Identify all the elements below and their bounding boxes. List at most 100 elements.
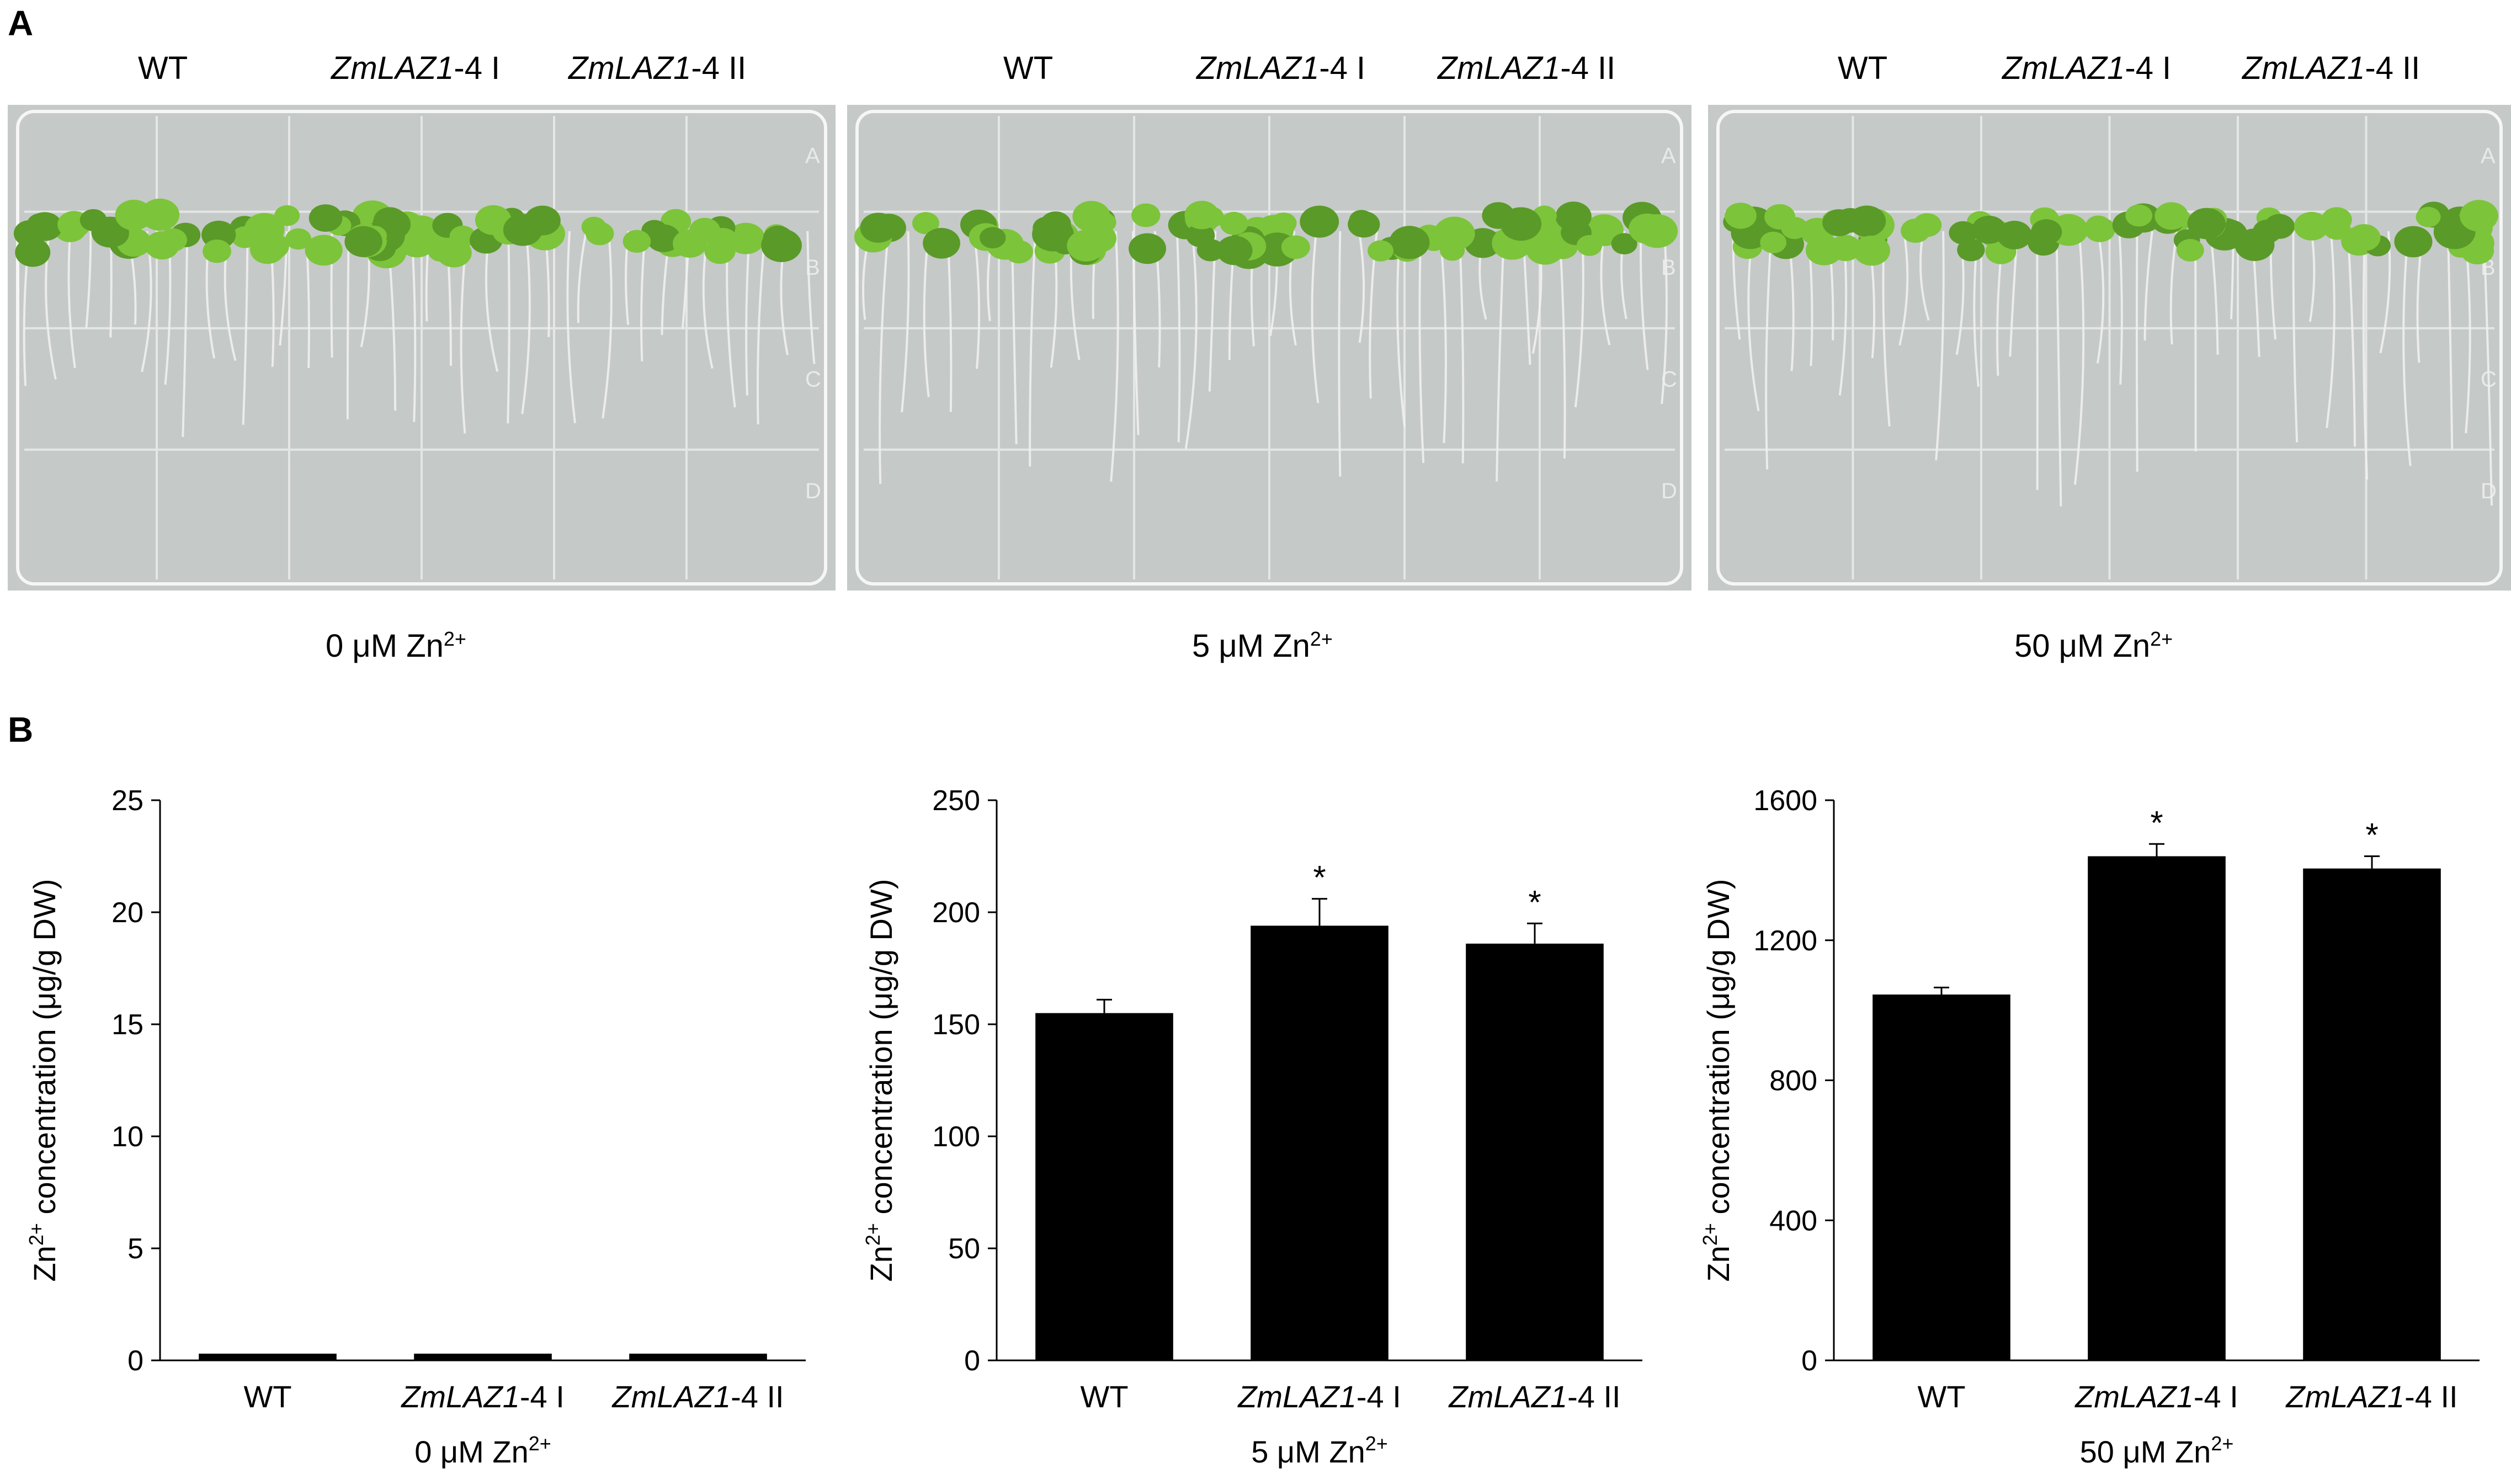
plate3-label-mutant1: ZmLAZ1-4 I bbox=[2002, 50, 2172, 86]
leaf bbox=[2235, 228, 2275, 262]
leaf bbox=[1912, 213, 1942, 237]
leaf bbox=[1949, 221, 1977, 244]
root bbox=[2073, 231, 2085, 485]
bar-chart-5uM-svg: 0 50 100 150 200 250 Zn2+ concentration (μg/g … bbox=[861, 785, 1642, 1469]
root bbox=[1558, 231, 1566, 459]
bar-chart-50uM: 0 400 800 1200 1600 Zn2+ concentration (μg/g … bbox=[1674, 756, 2511, 1484]
root bbox=[507, 231, 510, 424]
root bbox=[2118, 231, 2123, 385]
bar-chart-50uM-svg: 0 400 800 1200 1600 Zn2+ concentration (μg/g … bbox=[1699, 785, 2480, 1469]
plate-marker-letter: B bbox=[1661, 256, 1676, 280]
root bbox=[973, 231, 981, 369]
x-tick-label: ZmLAZ1-4 I bbox=[1237, 1379, 1401, 1414]
leaf bbox=[1805, 235, 1843, 265]
root bbox=[2402, 231, 2412, 466]
significance-marker: * bbox=[2150, 804, 2163, 841]
leaf bbox=[1389, 226, 1430, 259]
y-axis-label: Zn2+ concentration (μg/g DW) bbox=[25, 879, 62, 1281]
leaf bbox=[2154, 202, 2189, 230]
leaf bbox=[1636, 214, 1678, 248]
leaf bbox=[1092, 212, 1116, 233]
leaf bbox=[145, 231, 179, 260]
plate2-label-mutant1: ZmLAZ1-4 I bbox=[1196, 50, 1366, 86]
bar bbox=[414, 1353, 552, 1360]
root bbox=[1898, 231, 1909, 346]
x-tick-label: ZmLAZ1-4 I bbox=[400, 1379, 565, 1414]
y-tick-label: 1200 bbox=[1753, 925, 1817, 957]
leaf bbox=[646, 224, 681, 252]
leaf bbox=[1997, 221, 2032, 249]
plate2-label-wt: WT bbox=[1003, 50, 1054, 86]
leaf bbox=[1216, 236, 1253, 265]
root bbox=[923, 231, 930, 397]
root bbox=[1029, 231, 1036, 467]
y-tick-label: 5 bbox=[127, 1233, 143, 1265]
root bbox=[242, 231, 249, 425]
leaf bbox=[912, 212, 939, 235]
root bbox=[2362, 231, 2369, 480]
root bbox=[1640, 231, 1649, 370]
leaf bbox=[2294, 211, 2329, 241]
leaf bbox=[1349, 210, 1374, 231]
plate3-label-mutant2: ZmLAZ1-4 II bbox=[2242, 50, 2420, 86]
x-tick-label: ZmLAZ1-4 II bbox=[611, 1379, 784, 1414]
y-tick-label: 0 bbox=[127, 1345, 143, 1377]
plate-marker-letter: A bbox=[805, 144, 820, 168]
x-tick-label: WT bbox=[1080, 1379, 1128, 1414]
plate1-condition-label: 0 μM Zn2+ bbox=[326, 627, 466, 664]
leaf bbox=[761, 228, 802, 262]
bar bbox=[2088, 856, 2226, 1360]
plate-rim bbox=[16, 110, 827, 586]
leaf bbox=[1281, 235, 1310, 259]
leaf bbox=[980, 227, 1006, 249]
leaf bbox=[1186, 224, 1215, 248]
root bbox=[901, 231, 910, 413]
x-axis-label: 5 μM Zn2+ bbox=[1251, 1432, 1388, 1469]
root bbox=[2143, 231, 2153, 341]
root bbox=[1311, 231, 1320, 403]
plate-marker-letter: D bbox=[2481, 479, 2497, 503]
root bbox=[2292, 231, 2299, 443]
plate-marker-letter: C bbox=[805, 367, 821, 391]
bar bbox=[1466, 943, 1604, 1360]
bar bbox=[1251, 925, 1389, 1360]
root bbox=[2055, 231, 2062, 507]
leaf bbox=[1576, 235, 1603, 256]
leaf bbox=[860, 212, 897, 243]
leaf bbox=[923, 228, 960, 259]
y-tick-label: 25 bbox=[111, 785, 143, 817]
plate1-label-mutant2: ZmLAZ1-4 II bbox=[568, 50, 747, 86]
y-tick-label: 50 bbox=[948, 1233, 980, 1265]
bar bbox=[1872, 994, 2010, 1360]
leaf bbox=[27, 213, 54, 235]
root bbox=[2446, 231, 2454, 449]
root bbox=[1338, 231, 1342, 477]
plate2-label-mutant2: ZmLAZ1-4 II bbox=[1438, 50, 1616, 86]
leaf bbox=[2187, 208, 2226, 240]
plate-marker-letter: D bbox=[1661, 479, 1677, 503]
root bbox=[756, 231, 767, 425]
leaf bbox=[203, 240, 231, 263]
y-tick-label: 20 bbox=[111, 897, 143, 929]
leaf bbox=[689, 217, 721, 243]
bar bbox=[2303, 868, 2441, 1360]
leaf bbox=[2125, 204, 2153, 227]
root bbox=[1184, 231, 1198, 449]
y-tick-label: 0 bbox=[964, 1345, 980, 1377]
leaf bbox=[305, 235, 343, 266]
leaf bbox=[244, 212, 285, 246]
root bbox=[2169, 231, 2178, 345]
root bbox=[1935, 231, 1945, 461]
panel-b-letter: B bbox=[8, 710, 34, 749]
leaf bbox=[503, 214, 542, 246]
bar bbox=[629, 1353, 767, 1360]
x-tick-label: WT bbox=[243, 1379, 291, 1414]
plate2-condition-label: 5 μM Zn2+ bbox=[1192, 627, 1333, 664]
leaf bbox=[2416, 206, 2441, 227]
leaf bbox=[1853, 235, 1890, 266]
y-tick-label: 15 bbox=[111, 1009, 143, 1041]
